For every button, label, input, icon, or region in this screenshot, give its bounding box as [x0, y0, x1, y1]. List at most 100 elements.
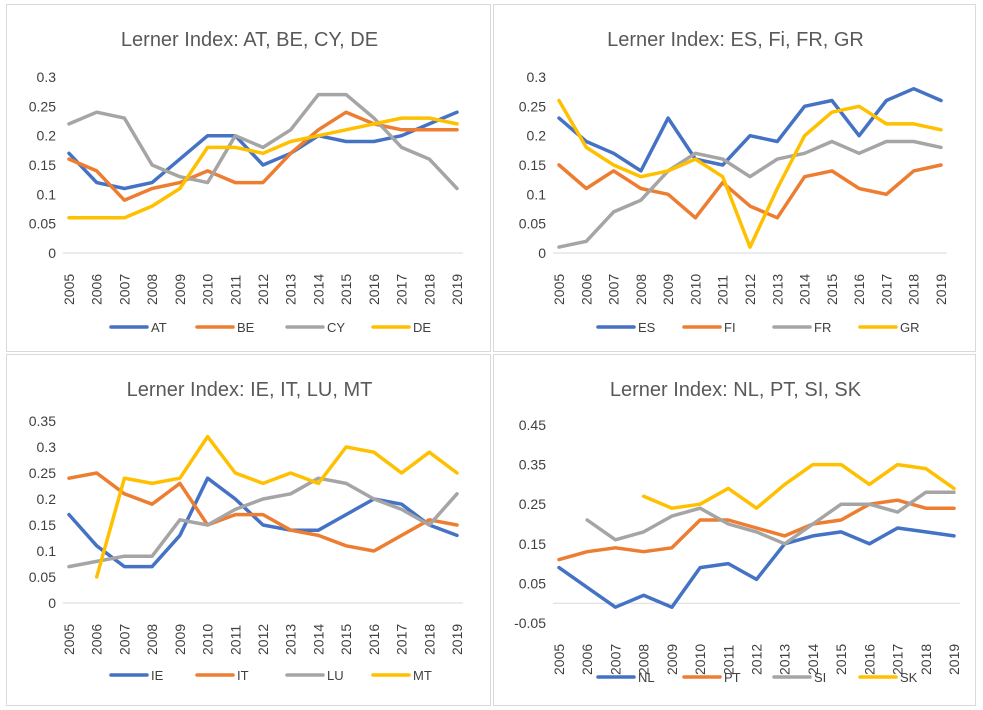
x-tick-label: 2013: [777, 644, 793, 675]
series-line-si: [585, 490, 956, 546]
chart-title: Lerner Index: IE, IT, LU, MT: [127, 379, 373, 401]
legend-label-it: IT: [237, 668, 249, 683]
x-tick-label: 2013: [283, 624, 299, 655]
chart-title: Lerner Index: NL, PT, SI, SK: [610, 379, 862, 401]
legend-label-de: DE: [413, 320, 431, 335]
legend-label-at: AT: [151, 320, 167, 335]
y-tick-label: 0.35: [29, 413, 56, 429]
x-tick-label: 2009: [172, 274, 188, 305]
y-tick-label: 0.15: [519, 157, 546, 173]
x-tick-label: 2017: [890, 644, 906, 675]
x-tick-label: 2011: [227, 275, 243, 305]
x-tick-label: 2013: [769, 274, 785, 305]
x-tick-label: 2016: [366, 624, 382, 655]
series-line-gr: [557, 98, 943, 249]
x-tick-label: 2018: [918, 644, 934, 675]
x-tick-label: 2013: [283, 274, 299, 305]
x-tick-label: 2014: [310, 274, 326, 305]
y-tick-label: 0.1: [527, 186, 547, 202]
chart-panel-2: Lerner Index: ES, Fi, FR, GR 0 0.05 0.1 0.15…: [493, 4, 976, 352]
y-tick-label: -0.05: [514, 615, 546, 631]
y-tick-label: 0.15: [29, 517, 56, 533]
line-chart-4: Lerner Index: NL, PT, SI, SK -0.05 0.05 0.1…: [514, 379, 962, 685]
x-tick-label: 2005: [61, 624, 77, 655]
y-tick-label: 0.15: [29, 157, 56, 173]
x-tick-label: 2018: [421, 624, 437, 655]
x-tick-label: 2012: [255, 624, 271, 655]
y-tick-label: 0.25: [29, 465, 56, 481]
x-tick-label: 2016: [861, 644, 877, 675]
series-line-lu: [67, 476, 459, 569]
x-tick-label: 2009: [172, 624, 188, 655]
line-chart-3: Lerner Index: IE, IT, LU, MT 0 0.05 0.1 0.15…: [29, 379, 465, 683]
legend-label-lu: LU: [327, 668, 344, 683]
series-line-de: [67, 116, 459, 220]
y-tick-label: 0.3: [527, 69, 547, 85]
x-tick-label: 2019: [933, 274, 949, 305]
x-tick-label: 2019: [449, 624, 465, 655]
x-tick-label: 2007: [607, 644, 623, 675]
y-tick-label: 0.15: [519, 536, 546, 552]
legend-label-gr: GR: [900, 320, 920, 335]
series-line-fi: [557, 163, 943, 220]
series-line-sk: [641, 462, 956, 510]
y-tick-label: 0.35: [519, 457, 546, 473]
chart-panel-1: Lerner Index: AT, BE, CY, DE 0 0.05 0.1 0.15…: [6, 4, 491, 352]
legend-label-fr: FR: [814, 320, 831, 335]
x-tick-label: 2008: [144, 274, 160, 305]
x-tick-label: 2006: [89, 624, 105, 655]
series-line-it: [67, 471, 459, 553]
series-line-pt: [557, 498, 956, 562]
legend-label-nl: NL: [638, 670, 655, 685]
y-tick-label: 0.2: [37, 128, 57, 144]
x-tick-label: 2010: [200, 624, 216, 655]
x-tick-label: 2010: [692, 644, 708, 675]
chart-panel-4: Lerner Index: NL, PT, SI, SK -0.05 0.05 0.1…: [493, 354, 976, 706]
x-tick-label: 2012: [255, 274, 271, 305]
x-tick-label: 2015: [338, 274, 354, 305]
x-tick-label: 2007: [606, 274, 622, 305]
y-tick-label: 0.1: [37, 186, 57, 202]
x-tick-label: 2006: [578, 274, 594, 305]
y-tick-label: 0.05: [29, 569, 56, 585]
x-tick-label: 2012: [749, 644, 765, 675]
x-tick-label: 2016: [851, 274, 867, 305]
legend-label-be: BE: [237, 320, 255, 335]
x-tick-label: 2018: [421, 274, 437, 305]
y-tick-label: 0.25: [519, 98, 546, 114]
y-tick-label: 0.1: [37, 543, 57, 559]
x-tick-label: 2007: [116, 274, 132, 305]
x-tick-label: 2008: [144, 624, 160, 655]
line-chart-1: Lerner Index: AT, BE, CY, DE 0 0.05 0.1 0.15…: [29, 29, 465, 335]
x-tick-label: 2014: [310, 624, 326, 655]
x-tick-label: 2017: [878, 274, 894, 305]
y-tick-label: 0.05: [29, 216, 56, 232]
x-tick-label: 2016: [366, 274, 382, 305]
legend-label-ie: IE: [151, 668, 164, 683]
y-tick-label: 0.2: [37, 491, 57, 507]
y-tick-label: 0.05: [519, 216, 546, 232]
x-tick-label: 2005: [551, 644, 567, 675]
y-tick-label: 0: [48, 245, 56, 261]
series-line-cy: [67, 92, 459, 191]
series-line-es: [557, 86, 943, 173]
x-tick-label: 2017: [394, 274, 410, 305]
x-tick-label: 2009: [664, 644, 680, 675]
series-line-be: [67, 110, 459, 202]
x-tick-label: 2011: [720, 645, 736, 675]
x-tick-label: 2014: [805, 644, 821, 675]
x-tick-label: 2009: [660, 274, 676, 305]
x-tick-label: 2015: [824, 274, 840, 305]
x-tick-label: 2011: [227, 625, 243, 655]
x-tick-label: 2005: [551, 274, 567, 305]
legend-label-fi: FI: [724, 320, 736, 335]
legend-label-si: SI: [814, 670, 826, 685]
series-line-ie: [67, 476, 459, 569]
x-tick-label: 2010: [200, 274, 216, 305]
series-line-fr: [557, 139, 943, 249]
x-tick-label: 2019: [449, 274, 465, 305]
legend-label-cy: CY: [327, 320, 345, 335]
x-tick-label: 2015: [833, 644, 849, 675]
x-tick-label: 2012: [742, 274, 758, 305]
x-tick-label: 2019: [946, 644, 962, 675]
